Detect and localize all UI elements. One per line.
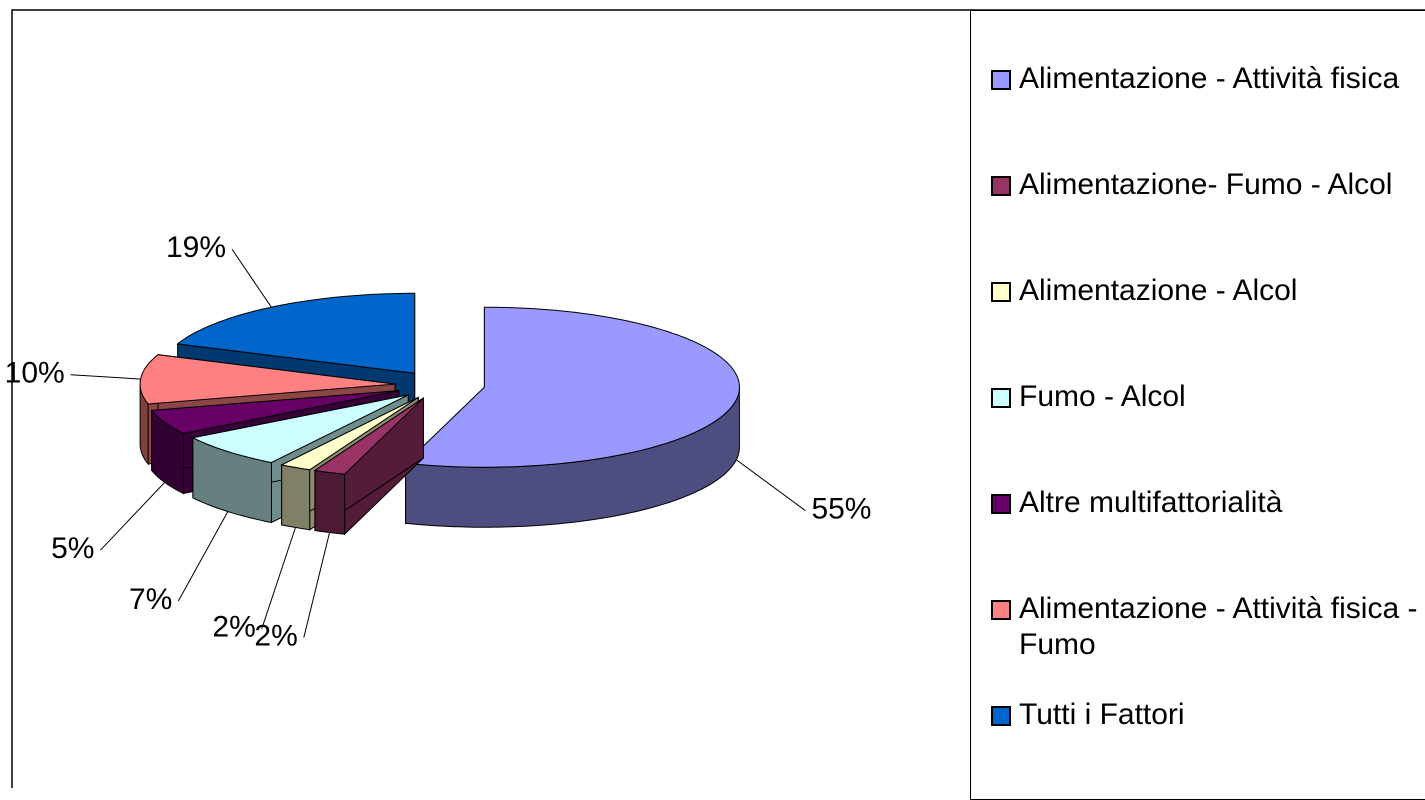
- slice-top: [404, 306, 740, 468]
- slice-wall: [314, 469, 346, 535]
- legend-label: Alimentazione - Alcol: [1019, 274, 1298, 307]
- leader-line: [303, 532, 331, 638]
- legend-swatch: [991, 494, 1011, 514]
- slice: [313, 396, 424, 536]
- legend-label: Alimentazione - Attività fisica: [1019, 62, 1400, 95]
- leader-line: [261, 527, 296, 629]
- data-label: 2%: [212, 611, 255, 644]
- legend-swatch: [991, 70, 1011, 90]
- legend-swatch: [991, 388, 1011, 408]
- legend-item: Alimentazione - Attività fisica - Fumo: [991, 591, 1425, 663]
- leader-line: [736, 459, 806, 512]
- legend-label: Fumo - Alcol: [1019, 380, 1186, 413]
- slice-top: [139, 354, 396, 405]
- slice: [404, 306, 740, 528]
- legend: Alimentazione - Attività fisica Alimentaz…: [970, 10, 1425, 800]
- slice-top: [313, 397, 424, 475]
- legend-label: Altre multifattorialità: [1019, 486, 1283, 519]
- legend-item: Altre multifattorialità: [991, 485, 1425, 521]
- slice-top: [176, 292, 416, 374]
- data-label: 10%: [5, 357, 65, 390]
- slice-wall: [281, 464, 311, 531]
- legend-item: Alimentazione - Alcol: [991, 273, 1425, 309]
- legend-swatch: [991, 176, 1011, 196]
- leader-line: [177, 511, 229, 602]
- slice-top: [280, 396, 419, 471]
- legend-swatch: [991, 706, 1011, 726]
- slice-top: [150, 390, 399, 435]
- legend-label: Tutti i Fattori: [1019, 698, 1185, 731]
- leader-line: [231, 248, 272, 308]
- legend-label: Alimentazione- Fumo - Alcol: [1019, 168, 1393, 201]
- legend-item: Alimentazione- Fumo - Alcol: [991, 167, 1425, 203]
- legend-item: Tutti i Fattori: [991, 697, 1425, 733]
- data-label: 19%: [166, 231, 226, 264]
- legend-item: Fumo - Alcol: [991, 379, 1425, 415]
- leader-line: [100, 482, 166, 551]
- data-label: 5%: [51, 532, 94, 565]
- leader-line: [70, 374, 141, 380]
- data-label: 7%: [129, 583, 172, 616]
- data-label: 55%: [811, 493, 871, 526]
- chart-frame: [11, 9, 1425, 788]
- legend-label: Alimentazione - Attività fisica - Fumo: [1019, 592, 1418, 661]
- legend-swatch: [991, 282, 1011, 302]
- legend-item: Alimentazione - Attività fisica: [991, 61, 1425, 97]
- slice-top: [191, 394, 409, 464]
- data-label: 2%: [254, 620, 297, 653]
- legend-swatch: [991, 600, 1011, 620]
